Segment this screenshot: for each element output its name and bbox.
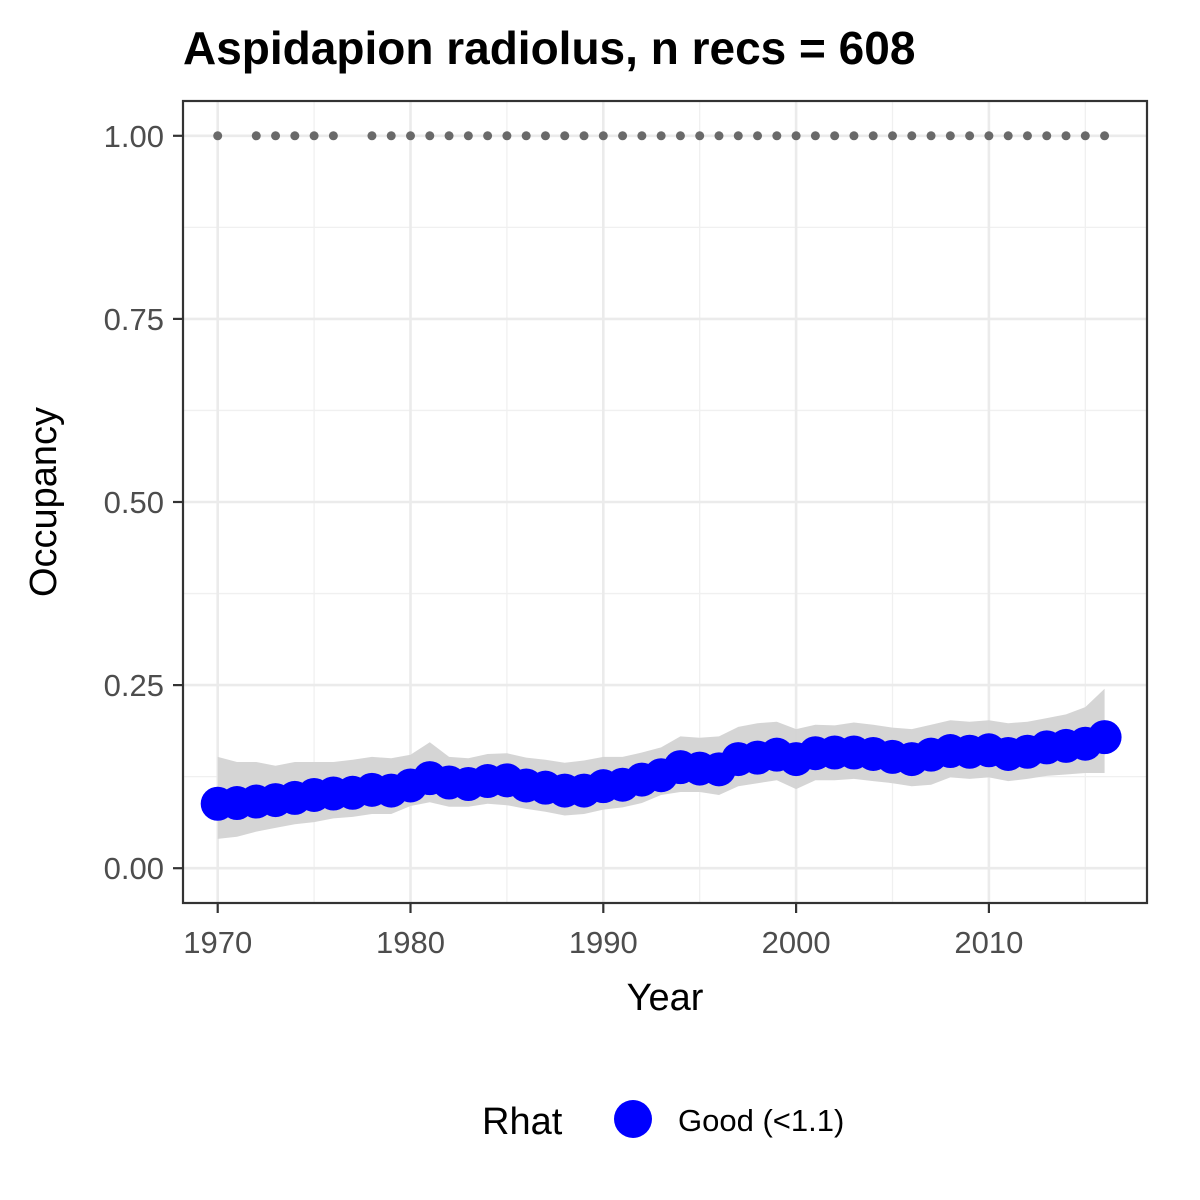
y-tick-label: 0.50 <box>104 485 164 520</box>
record-year-point <box>290 131 300 141</box>
record-year-point <box>810 131 820 141</box>
record-year-point <box>367 131 377 141</box>
record-year-point <box>386 131 396 141</box>
legend-title: Rhat <box>482 1101 563 1143</box>
record-year-point <box>1080 131 1090 141</box>
record-year-point <box>695 131 705 141</box>
record-year-point <box>271 131 281 141</box>
record-year-point <box>406 131 416 141</box>
y-tick-label: 1.00 <box>104 119 164 154</box>
record-year-point <box>309 131 319 141</box>
record-year-point <box>598 131 608 141</box>
record-year-point <box>984 131 994 141</box>
x-tick-label: 1970 <box>183 925 252 960</box>
chart-title: Aspidapion radiolus, n recs = 608 <box>183 22 915 74</box>
x-axis-label: Year <box>627 977 704 1019</box>
occupancy-point <box>1087 720 1122 755</box>
record-year-point <box>579 131 589 141</box>
y-tick-label: 0.75 <box>104 302 164 337</box>
record-year-point <box>714 131 724 141</box>
record-year-point <box>926 131 936 141</box>
record-year-point <box>463 131 473 141</box>
x-tick-label: 1980 <box>376 925 445 960</box>
record-year-point <box>425 131 435 141</box>
y-tick-label: 0.00 <box>104 851 164 886</box>
record-year-point <box>444 131 454 141</box>
record-year-point <box>1061 131 1071 141</box>
x-axis: 1970 1980 1990 2000 2010 <box>183 903 1023 960</box>
record-year-point <box>849 131 859 141</box>
y-tick-label: 0.25 <box>104 668 164 703</box>
record-year-point <box>868 131 878 141</box>
record-year-point <box>733 131 743 141</box>
record-year-point <box>1022 131 1032 141</box>
record-year-points <box>213 131 1110 141</box>
record-year-point <box>1100 131 1110 141</box>
record-year-point <box>772 131 782 141</box>
x-tick-label: 1990 <box>569 925 638 960</box>
occupancy-points <box>200 720 1122 821</box>
x-tick-label: 2000 <box>762 925 831 960</box>
record-year-point <box>483 131 493 141</box>
record-year-point <box>560 131 570 141</box>
record-year-point <box>521 131 531 141</box>
record-year-point <box>656 131 666 141</box>
record-year-point <box>945 131 955 141</box>
legend-label-good: Good (<1.1) <box>678 1103 844 1138</box>
record-year-point <box>1042 131 1052 141</box>
y-axis-label: Occupancy <box>23 407 65 597</box>
record-year-point <box>213 131 223 141</box>
record-year-point <box>888 131 898 141</box>
record-year-point <box>675 131 685 141</box>
y-axis: 0.00 0.25 0.50 0.75 1.00 <box>104 119 183 886</box>
record-year-point <box>965 131 975 141</box>
record-year-point <box>540 131 550 141</box>
record-year-point <box>753 131 763 141</box>
legend: Rhat Good (<1.1) <box>482 1100 844 1143</box>
record-year-point <box>1003 131 1013 141</box>
record-year-point <box>618 131 628 141</box>
record-year-point <box>907 131 917 141</box>
record-year-point <box>251 131 261 141</box>
legend-key-good <box>614 1100 652 1138</box>
record-year-point <box>637 131 647 141</box>
record-year-point <box>791 131 801 141</box>
x-tick-label: 2010 <box>954 925 1023 960</box>
record-year-point <box>502 131 512 141</box>
record-year-point <box>830 131 840 141</box>
record-year-point <box>328 131 338 141</box>
